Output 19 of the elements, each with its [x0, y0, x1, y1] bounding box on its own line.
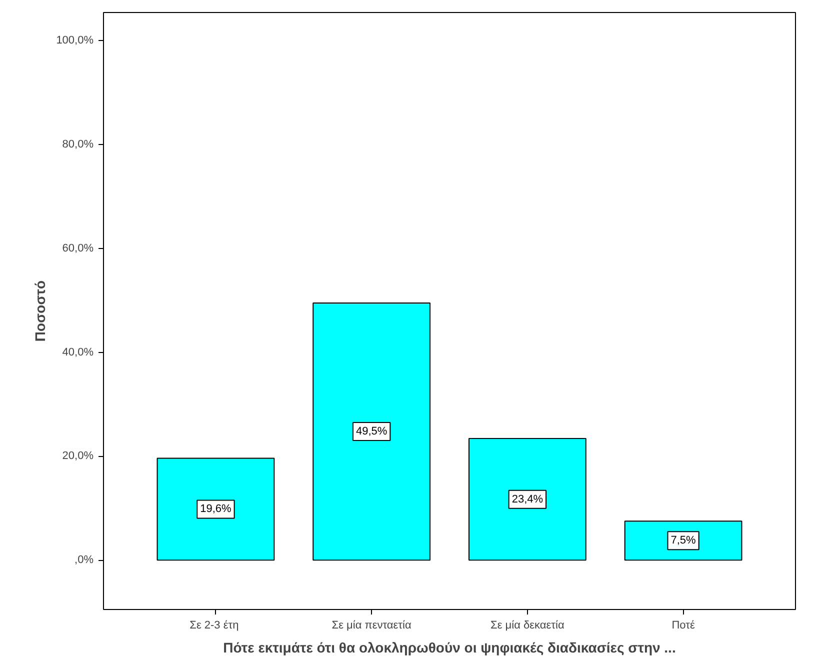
- x-tick-label: Σε μία πενταετία: [332, 620, 412, 632]
- x-tick-label: Ποτέ: [672, 620, 695, 632]
- x-tick-label: Σε 2-3 έτη: [190, 620, 239, 632]
- y-tick-label: 80,0%: [62, 138, 94, 150]
- bar: [312, 302, 431, 561]
- y-tick-label: ,0%: [74, 554, 94, 566]
- bar: [156, 458, 275, 561]
- data-label: 23,4%: [512, 493, 544, 506]
- y-tick-label: 20,0%: [62, 450, 94, 462]
- data-label: 19,6%: [200, 503, 232, 516]
- y-tick-label: 40,0%: [62, 346, 94, 358]
- y-tick-label: 100,0%: [56, 34, 94, 47]
- data-label: 49,5%: [356, 426, 388, 438]
- x-tick-label: Σε μία δεκαετία: [490, 620, 565, 632]
- x-axis-title: Πότε εκτιμάτε ότι θα ολοκληρωθούν οι ψηφιακές διαδικασίες στην ...: [223, 640, 676, 656]
- y-tick-label: 60,0%: [62, 242, 94, 254]
- bar: [468, 438, 586, 561]
- data-label: 7,5%: [670, 534, 696, 547]
- y-axis-title: Ποσοστό: [32, 280, 48, 342]
